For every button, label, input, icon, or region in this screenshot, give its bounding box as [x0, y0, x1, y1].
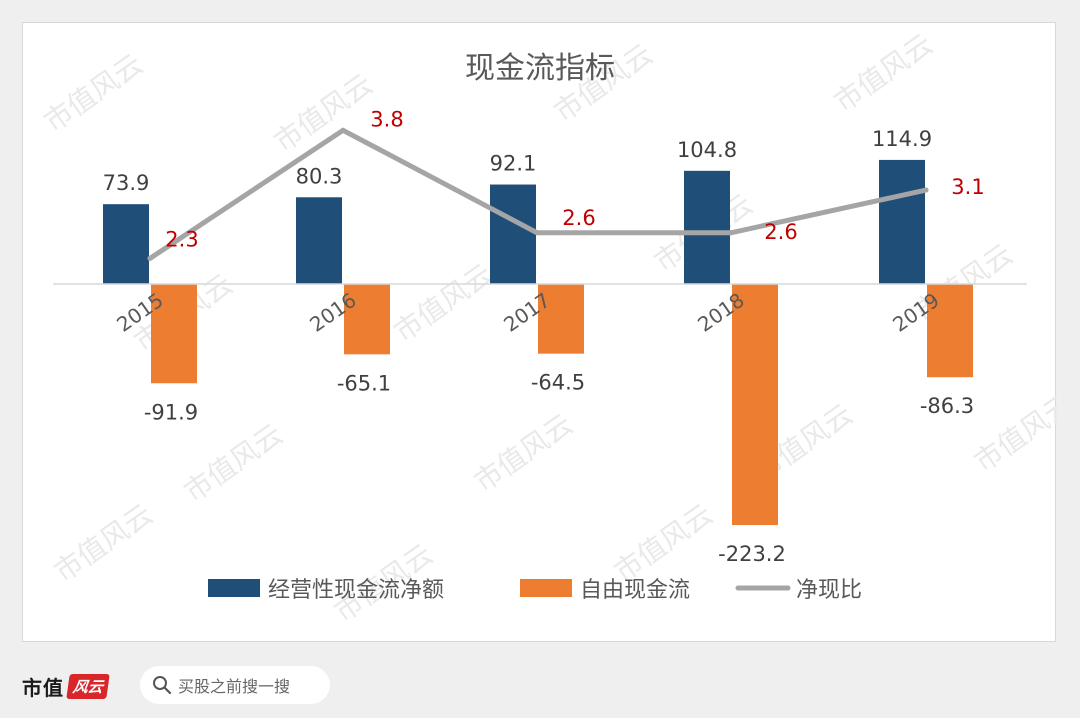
label-fcf-2015: -91.9 [144, 400, 198, 424]
ratio-line [147, 127, 929, 261]
watermark-text: 市值风云 [608, 497, 719, 588]
bar-fcf-2016 [344, 284, 390, 355]
ratio-point-2018 [728, 230, 734, 236]
label-ocf-2019: 114.9 [872, 127, 932, 151]
legend-label-ocf: 经营性现金流净额 [268, 578, 444, 603]
bar-ocf-2015 [103, 204, 149, 284]
chart-title: 现金流指标 [465, 51, 615, 86]
ratio-point-2019 [923, 187, 929, 193]
ratio-point-2017 [534, 230, 540, 236]
watermark-text: 市值风云 [178, 417, 289, 508]
footer-bar: 市值 风云 买股之前搜一搜 [0, 652, 1080, 718]
label-ratio-2018: 2.6 [764, 220, 797, 244]
label-fcf-2019: -86.3 [920, 394, 974, 418]
legend-label-ratio: 净现比 [796, 578, 862, 603]
label-ratio-2019: 3.1 [951, 175, 984, 199]
brand-logo[interactable]: 市值 风云 [22, 670, 110, 702]
watermark-text: 市值风云 [828, 27, 939, 118]
watermark-text: 市值风云 [48, 497, 159, 588]
label-fcf-2018: -223.2 [718, 542, 786, 566]
ratio-line-layer [147, 127, 929, 261]
label-ratio-2015: 2.3 [165, 227, 198, 251]
bar-ocf-2017 [490, 184, 536, 284]
bar-fcf-2015 [151, 284, 197, 384]
bar-fcf-2017 [538, 284, 584, 354]
legend-label-fcf: 自由现金流 [580, 578, 690, 603]
watermark-text: 市值风云 [468, 407, 579, 498]
watermark-text: 市值风云 [388, 257, 499, 348]
search-placeholder: 买股之前搜一搜 [178, 677, 291, 696]
logo-text: 市值 [22, 675, 64, 700]
search-icon [153, 676, 172, 695]
watermark-text: 市值风云 [38, 47, 149, 138]
bar-ocf-2016 [296, 197, 342, 284]
ratio-point-2016 [340, 127, 346, 133]
bar-fcf-2019 [927, 284, 973, 378]
label-ocf-2018: 104.8 [677, 138, 737, 162]
bar-ocf-2019 [879, 159, 925, 284]
ratio-point-2015 [147, 255, 153, 261]
bar-fcf-2018 [732, 284, 778, 526]
label-ratio-2016: 3.8 [370, 107, 403, 131]
label-ocf-2017: 92.1 [490, 152, 537, 176]
bars-layer [103, 159, 973, 526]
label-ocf-2016: 80.3 [296, 164, 343, 188]
label-fcf-2017: -64.5 [531, 371, 585, 395]
chart-card: 市值风云 市值风云 市值风云 市值风云 市值风云 市值风云 市值风云 市值风云 市值风云 市值风云… [22, 22, 1057, 642]
label-ratio-2017: 2.6 [562, 206, 595, 230]
search-box[interactable]: 买股之前搜一搜 [140, 666, 330, 704]
bar-ocf-2018 [684, 170, 730, 284]
legend: 经营性现金流净额 自由现金流 净现比 [208, 578, 862, 603]
legend-swatch-fcf [520, 579, 572, 597]
watermark-text: 市值风云 [968, 387, 1057, 478]
label-ocf-2015: 73.9 [103, 171, 150, 195]
logo-mark: 风云 [66, 673, 110, 699]
legend-swatch-ocf [208, 579, 260, 597]
data-labels-layer: 73.9 -91.9 80.3 -65.1 92.1 -64.5 104.8 -223.2 11… [103, 107, 985, 566]
label-fcf-2016: -65.1 [337, 371, 391, 395]
